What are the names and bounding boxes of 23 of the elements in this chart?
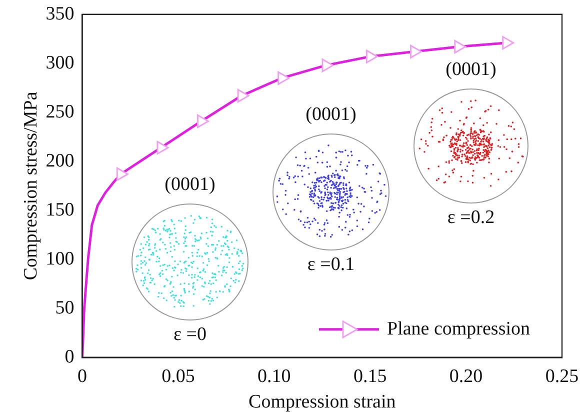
x-tick-label: 0.25 [545,366,579,387]
x-axis-title: Compression strain [248,392,396,413]
y-tick-label: 0 [64,346,74,368]
annotation: (0001) [446,59,496,81]
y-tick-label: 350 [46,3,74,24]
x-tick-label: 0 [78,366,88,387]
annotation: ε =0 [174,324,206,346]
y-tick-label: 50 [55,297,74,318]
annotation: ε =0.1 [307,254,355,276]
y-axis-title: Compression stress/MPa [20,91,42,280]
x-tick-label: 0.15 [353,366,387,387]
y-tick-label: 250 [46,101,74,122]
annotation: (0001) [306,104,356,126]
legend-label: Plane compression [387,318,530,340]
y-tick-label: 100 [46,248,74,270]
y-tick-label: 200 [46,150,74,172]
y-tick-label: 150 [46,199,74,220]
x-tick-label: 0.10 [258,366,291,387]
annotation: ε =0.2 [447,207,495,229]
y-tick-label: 300 [46,52,74,74]
x-tick-label: 0.05 [162,366,195,387]
x-tick-label: 0.20 [449,366,483,387]
annotation: (0001) [164,174,216,196]
